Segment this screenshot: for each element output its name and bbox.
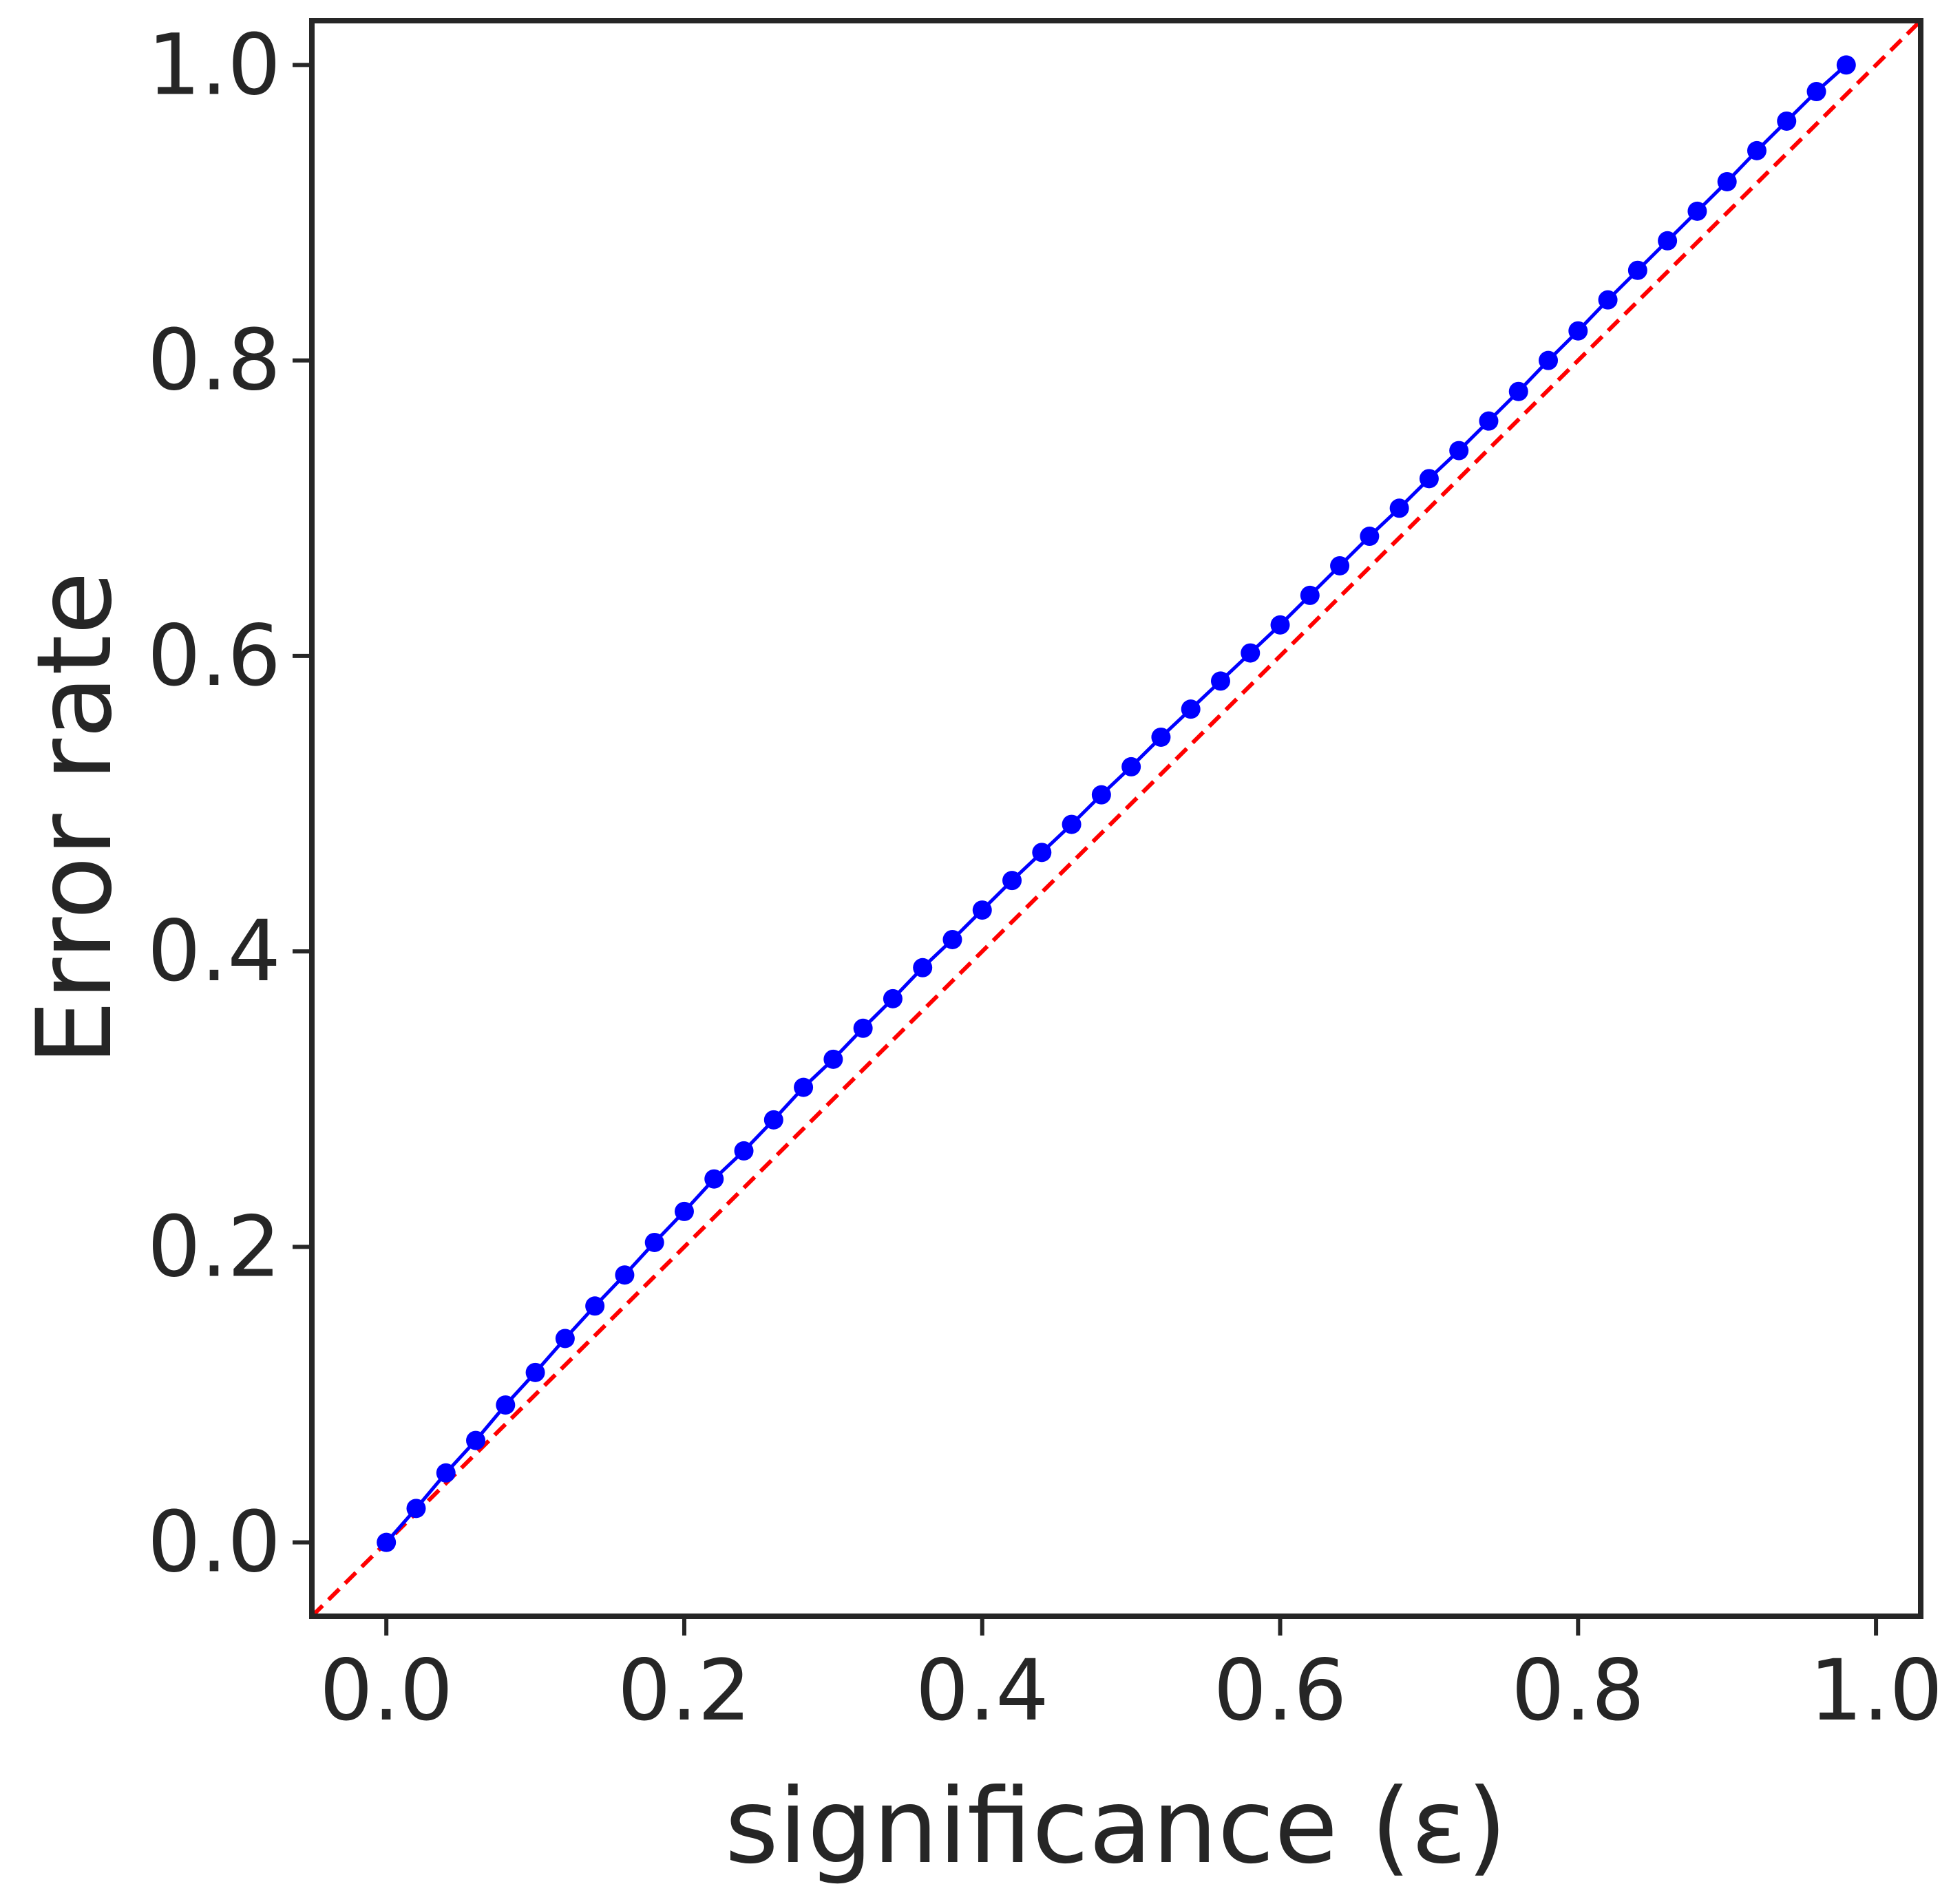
data-point xyxy=(1062,814,1082,834)
data-point xyxy=(1032,843,1052,863)
data-point xyxy=(1777,111,1797,131)
data-point xyxy=(1270,615,1290,635)
data-point xyxy=(734,1141,754,1161)
data-point xyxy=(1210,671,1230,691)
x-tick-label: 0.2 xyxy=(618,1642,751,1739)
y-tick-label: 0.2 xyxy=(147,1198,281,1295)
data-point xyxy=(704,1169,724,1189)
data-point xyxy=(1806,82,1826,102)
data-point xyxy=(1717,171,1737,191)
data-point xyxy=(763,1110,783,1130)
data-point xyxy=(674,1201,694,1221)
y-tick-label: 0.0 xyxy=(147,1494,281,1591)
data-point xyxy=(942,929,962,949)
data-point xyxy=(615,1265,635,1285)
data-point xyxy=(644,1232,664,1252)
data-point xyxy=(1091,785,1111,805)
data-point xyxy=(436,1463,456,1483)
data-point xyxy=(823,1049,843,1069)
data-point xyxy=(1568,321,1588,341)
data-point xyxy=(1330,556,1350,575)
x-tick-label: 0.0 xyxy=(319,1642,453,1739)
data-point xyxy=(585,1296,605,1316)
y-axis-title: Error rate xyxy=(15,571,135,1066)
y-axis: 0.0 0.2 0.4 0.6 0.8 1.0 xyxy=(147,16,312,1591)
data-point xyxy=(972,900,992,920)
data-point xyxy=(794,1077,814,1097)
data-point xyxy=(1151,727,1171,747)
data-point xyxy=(406,1499,426,1519)
data-point xyxy=(1389,498,1409,518)
data-point xyxy=(1658,231,1678,251)
data-point xyxy=(525,1362,545,1382)
data-point xyxy=(377,1532,397,1552)
data-point xyxy=(496,1395,516,1415)
reference-diagonal-line xyxy=(312,21,1921,1616)
y-tick-label: 0.4 xyxy=(147,902,281,1000)
data-point xyxy=(1747,140,1767,160)
data-point xyxy=(1479,411,1499,431)
series-layer xyxy=(312,21,1921,1616)
y-tick-label: 0.8 xyxy=(147,312,281,410)
data-point xyxy=(1687,201,1707,221)
data-point xyxy=(1300,585,1320,605)
data-point xyxy=(1360,527,1380,547)
x-tick-label: 1.0 xyxy=(1809,1642,1943,1739)
data-point xyxy=(1449,441,1469,461)
x-tick-label: 0.4 xyxy=(916,1642,1049,1739)
x-tick-label: 0.6 xyxy=(1214,1642,1347,1739)
data-point xyxy=(555,1329,575,1348)
data-point xyxy=(883,988,903,1008)
x-axis-title: significance (ε) xyxy=(725,1767,1507,1887)
data-point xyxy=(1241,643,1261,663)
plot-frame xyxy=(309,18,1923,1619)
data-point xyxy=(1836,55,1856,75)
data-point xyxy=(1121,757,1141,776)
data-point xyxy=(1508,381,1528,401)
y-tick-label: 0.6 xyxy=(147,607,281,705)
data-point xyxy=(913,958,933,977)
y-tick-label: 1.0 xyxy=(147,16,281,114)
data-point xyxy=(1539,350,1559,370)
data-point xyxy=(1002,871,1022,891)
data-point xyxy=(1181,699,1201,719)
data-point xyxy=(1627,260,1647,280)
data-point xyxy=(853,1018,873,1038)
data-point xyxy=(466,1430,486,1450)
data-point xyxy=(1419,469,1439,489)
x-axis: 0.0 0.2 0.4 0.6 0.8 1.0 xyxy=(319,1616,1943,1739)
data-point xyxy=(1598,290,1618,310)
x-tick-label: 0.8 xyxy=(1511,1642,1645,1739)
